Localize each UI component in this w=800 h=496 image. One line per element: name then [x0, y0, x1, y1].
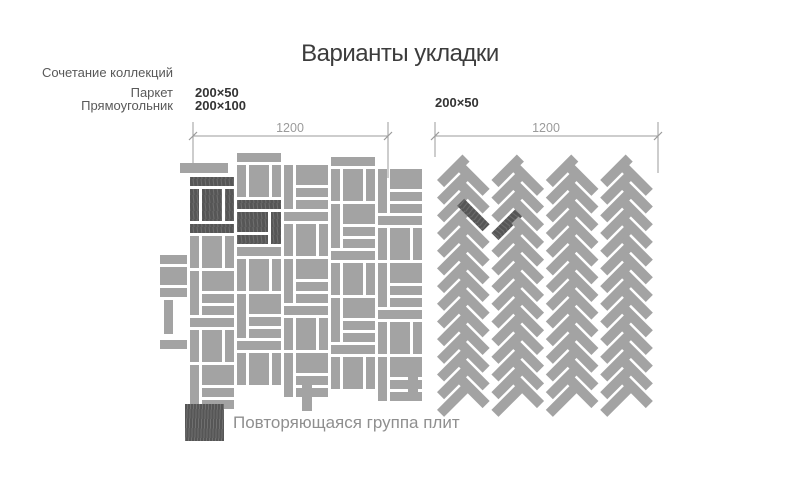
- left-tile-size-1: 200×50: [195, 85, 239, 100]
- right-dimension-label: 1200: [532, 121, 560, 135]
- parquet-tiles: [160, 153, 422, 411]
- collection-label-line2: Паркет: [130, 85, 173, 100]
- left-dimension-line: [188, 122, 393, 178]
- collection-labels: Сочетание коллекций Паркет Прямоугольник: [20, 66, 173, 112]
- collection-label-line3: Прямоугольник: [81, 98, 173, 113]
- repeating-group-swatch: [185, 404, 224, 441]
- right-tile-size: 200×50: [435, 95, 479, 110]
- legend-label: Повторяющаяся группа плит: [233, 413, 460, 432]
- left-dimension-label: 1200: [276, 121, 304, 135]
- page-title: Варианты укладки: [301, 40, 499, 67]
- collection-label-line1: Сочетание коллекций: [41, 65, 173, 80]
- parquet-pattern-svg: 1200: [160, 121, 422, 411]
- left-tile-size-2: 200×100: [195, 98, 246, 113]
- herringbone-tiles: [437, 154, 653, 417]
- right-dimension-line: [430, 122, 663, 173]
- left-tile-sizes: 200×50 200×100: [195, 86, 246, 112]
- herringbone-pattern-svg: 1200: [430, 121, 663, 417]
